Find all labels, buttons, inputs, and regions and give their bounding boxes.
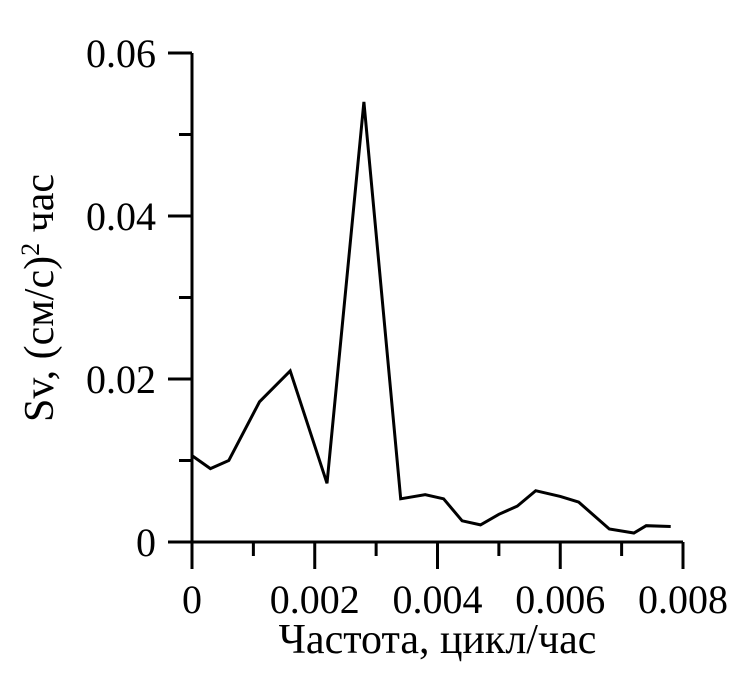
x-axis-title: Частота, цикл/час — [278, 617, 597, 663]
x-tick-label: 0 — [182, 577, 202, 622]
y-axis-title-base: Sv, (см/с) — [17, 255, 63, 423]
y-tick-label: 0.04 — [86, 194, 156, 239]
y-tick-label: 0 — [136, 520, 156, 565]
x-tick-label: 0.008 — [638, 577, 728, 622]
y-axis-title-superscript: 2 — [16, 242, 45, 256]
y-axis-title-suffix: час — [17, 173, 63, 243]
x-tick-label: 0.006 — [515, 577, 605, 622]
x-tick-label: 0.002 — [270, 577, 360, 622]
y-tick-label: 0.06 — [86, 31, 156, 76]
y-tick-label: 0.02 — [86, 357, 156, 402]
y-axis-title: Sv, (см/с)2 час — [16, 48, 76, 548]
spectrum-curve — [191, 101, 671, 535]
x-tick-label: 0.004 — [393, 577, 483, 622]
